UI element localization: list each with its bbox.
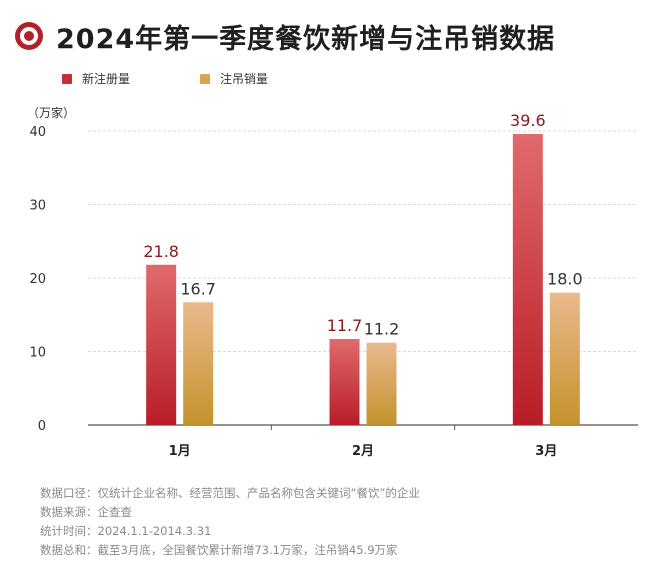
y-tick-label: 30 xyxy=(29,199,46,214)
y-tick-label: 0 xyxy=(38,419,46,434)
bar-new-registrations xyxy=(146,264,177,425)
legend-label-cancellations: 注吊销量 xyxy=(220,72,269,86)
y-tick-label: 40 xyxy=(29,125,46,140)
bar-chart: 0 10 20 30 40 1月 2月 3月 21.816.7 11.7 11.2 39.6 18.0 xyxy=(29,111,638,459)
legend-item-cancellations: 注吊销量 xyxy=(200,70,268,87)
bar-cancellations xyxy=(366,342,397,425)
bar-new-registrations xyxy=(329,339,360,425)
note-summary: 数据总和：截至3月底，全国餐饮累计新增73.1万家，注吊销45.9万家 xyxy=(40,543,398,557)
data-label-new-registrations: 39.6 xyxy=(510,111,546,130)
data-notes: 数据口径：仅统计企业名称、经营范围、产品名称包含关键词“餐饮”的企业 数据来源：… xyxy=(40,484,420,560)
bar-cancellations xyxy=(183,302,214,425)
y-tick-label: 10 xyxy=(29,346,46,361)
x-tick-label: 2月 xyxy=(352,444,374,459)
data-label-cancellations: 18.0 xyxy=(547,270,583,289)
chart-legend: 新注册量 注吊销量 xyxy=(62,70,338,87)
x-tick-label: 3月 xyxy=(535,444,557,459)
note-period: 统计时间：2024.1.1-2014.3.31 xyxy=(40,524,212,538)
x-tick-label: 1月 xyxy=(169,444,191,459)
legend-label-new-registrations: 新注册量 xyxy=(82,72,131,86)
bar-cancellations xyxy=(549,292,580,425)
data-label-new-registrations: 21.8 xyxy=(143,242,179,261)
chart-header: 2024年第一季度餐饮新增与注吊销数据 xyxy=(14,14,555,58)
chart-title: 2024年第一季度餐饮新增与注吊销数据 xyxy=(56,23,556,55)
legend-swatch-new-registrations xyxy=(62,73,72,84)
legend-item-new-registrations: 新注册量 xyxy=(62,70,130,87)
y-tick-label: 20 xyxy=(29,272,46,287)
data-label-new-registrations: 11.7 xyxy=(327,316,363,335)
note-scope: 数据口径：仅统计企业名称、经营范围、产品名称包含关键词“餐饮”的企业 xyxy=(40,486,420,500)
data-label-cancellations: 11.2 xyxy=(364,320,400,339)
note-source: 数据来源：企查查 xyxy=(40,505,132,519)
data-label-cancellations: 16.7 xyxy=(180,279,216,298)
target-circle-icon xyxy=(15,22,43,50)
y-axis-unit-label: （万家） xyxy=(27,106,76,120)
legend-swatch-cancellations xyxy=(200,73,211,84)
bar-new-registrations xyxy=(512,133,543,425)
